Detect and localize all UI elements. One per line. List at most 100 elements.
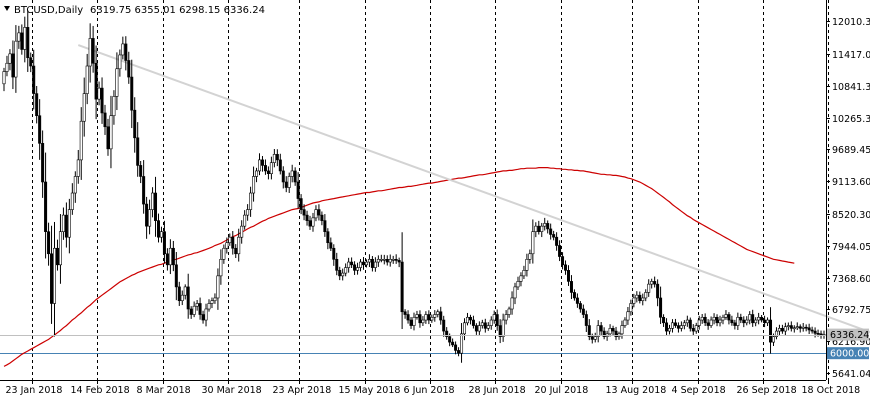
candle xyxy=(64,202,68,248)
candle xyxy=(581,304,585,318)
candle xyxy=(210,297,214,309)
candle xyxy=(406,310,410,324)
candle xyxy=(561,252,565,270)
candle xyxy=(513,282,517,305)
y-tick-label: 10841.35 xyxy=(832,82,870,93)
candle xyxy=(139,160,143,184)
candle xyxy=(807,323,811,335)
candle xyxy=(326,228,330,250)
candle xyxy=(385,255,389,266)
candle xyxy=(237,228,241,262)
y-tick-label: 5641.04 xyxy=(832,369,870,380)
trendline[interactable] xyxy=(77,44,870,334)
candle xyxy=(712,313,716,325)
candle xyxy=(359,259,363,272)
candle xyxy=(70,183,74,215)
y-tick-label: 6216.90 xyxy=(832,337,870,348)
candle xyxy=(14,25,18,93)
candle xyxy=(278,153,282,175)
candle xyxy=(724,310,728,320)
candle xyxy=(439,306,443,325)
trendline-line[interactable] xyxy=(77,44,870,334)
candle xyxy=(780,324,784,334)
candle xyxy=(769,307,773,354)
candle xyxy=(32,49,36,110)
candle xyxy=(388,254,392,267)
y-tick-label: 9113.60 xyxy=(832,177,870,188)
candle xyxy=(766,317,770,326)
candle xyxy=(412,312,416,331)
candle xyxy=(650,278,654,289)
candle xyxy=(165,248,169,271)
candle xyxy=(311,212,315,232)
candle xyxy=(61,207,65,240)
candle xyxy=(569,275,573,300)
candle xyxy=(76,149,80,184)
candle xyxy=(760,315,764,323)
x-tick-label: 6 Jun 2018 xyxy=(404,385,455,396)
candle xyxy=(353,261,357,275)
candle xyxy=(246,204,250,221)
candle xyxy=(403,309,407,319)
candle xyxy=(584,310,588,333)
candle xyxy=(391,255,395,264)
candle xyxy=(742,316,746,328)
y-tick-label: 6792.75 xyxy=(832,305,870,316)
candle xyxy=(344,263,348,277)
x-tick-label: 15 May 2018 xyxy=(339,385,401,396)
candle xyxy=(269,156,273,180)
candle xyxy=(121,36,125,60)
candle xyxy=(575,293,579,308)
candle xyxy=(85,53,89,105)
candle xyxy=(501,313,505,342)
candle xyxy=(168,239,172,275)
candle xyxy=(733,319,737,330)
candle xyxy=(522,265,526,280)
candle xyxy=(308,215,312,230)
candle xyxy=(103,104,107,135)
candle xyxy=(543,217,547,231)
candle xyxy=(647,279,651,297)
candle xyxy=(299,194,303,215)
candle xyxy=(507,306,511,318)
dropdown-triangle-icon[interactable] xyxy=(4,6,10,11)
candle xyxy=(415,310,419,320)
candle xyxy=(260,156,264,172)
candle xyxy=(608,324,612,337)
current-price-box xyxy=(827,328,869,341)
candle xyxy=(525,253,529,277)
candle xyxy=(195,300,199,311)
candle xyxy=(593,332,597,343)
candle xyxy=(263,159,267,175)
current-price-label: 6336.24 xyxy=(830,330,869,341)
candle xyxy=(88,23,92,83)
candle xyxy=(599,322,603,336)
candle xyxy=(757,312,761,325)
candle xyxy=(20,24,24,55)
candle xyxy=(234,244,238,259)
candle xyxy=(50,225,54,324)
candle xyxy=(145,196,149,239)
candle xyxy=(364,259,368,268)
candle xyxy=(35,86,39,124)
candle xyxy=(156,213,160,243)
candle xyxy=(335,252,339,276)
y-tick-label: 7368.60 xyxy=(832,274,870,285)
candle xyxy=(471,315,475,329)
x-tick-label: 23 Jan 2018 xyxy=(6,385,63,396)
candle xyxy=(786,322,790,331)
candle xyxy=(552,230,556,241)
candle xyxy=(763,315,767,328)
candle xyxy=(201,310,205,324)
candle xyxy=(480,319,484,329)
candle xyxy=(736,312,740,331)
candle xyxy=(676,322,680,333)
candle xyxy=(534,222,538,238)
candle xyxy=(700,313,704,324)
level-price-box xyxy=(827,347,869,360)
candle xyxy=(614,326,618,341)
candle xyxy=(47,222,51,266)
candle xyxy=(272,148,276,168)
